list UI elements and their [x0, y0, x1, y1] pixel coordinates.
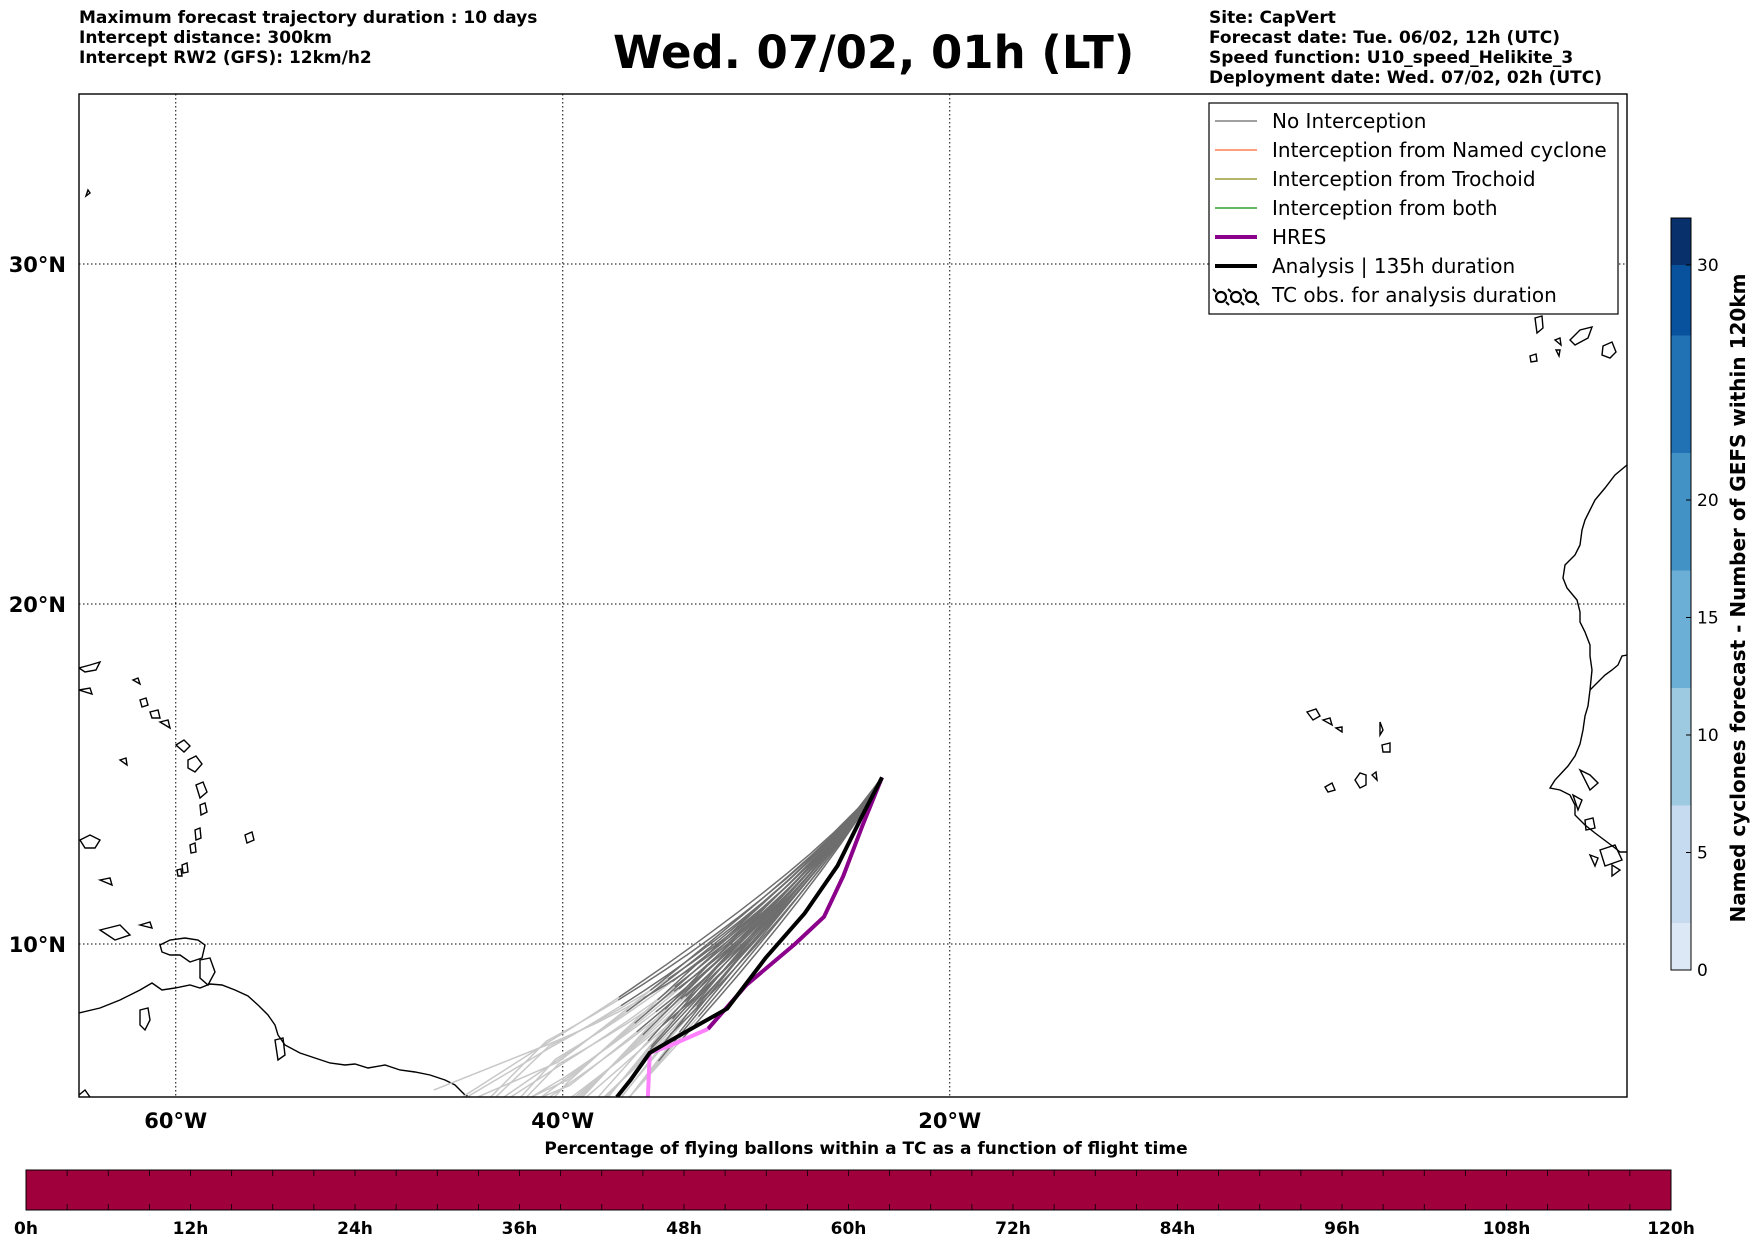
colorbar-tick-label: 10: [1697, 726, 1719, 746]
colorbar-frame: [1670, 217, 1692, 971]
lat-tick-label: 20°N: [9, 593, 66, 617]
colorbar: 0 5 10 15 20 30: [1670, 217, 1719, 981]
legend-item-label: Analysis | 135h duration: [1272, 254, 1515, 278]
analysis-line: [615, 776, 884, 1097]
lon-tick-label: 20°W: [918, 1109, 981, 1133]
coastline-canary-islands: [1534, 315, 1544, 335]
trajectory-tail: [569, 1024, 664, 1097]
coastline-south-america: [79, 982, 471, 1097]
trajectory-line: [625, 776, 883, 1013]
header-right-line-1: Site: CapVert: [1209, 8, 1336, 28]
header-right-line-4: Deployment date: Wed. 07/02, 02h (UTC): [1209, 68, 1603, 88]
colorbar-band: [1671, 570, 1691, 688]
coastline-trinidad: [159, 937, 206, 963]
trajectory-tail: [494, 978, 669, 1097]
colorbar-tick-label: 5: [1697, 844, 1708, 864]
colorbar-band: [1671, 453, 1691, 571]
trajectory-tail: [525, 990, 675, 1097]
legend-item-label: No Interception: [1272, 109, 1426, 133]
bottom-tick-label: 96h: [1324, 1219, 1360, 1239]
trajectory-line: [617, 776, 883, 1001]
colorbar-band: [1671, 218, 1691, 265]
trajectory-tail: [433, 997, 644, 1091]
legend-box: [1208, 102, 1619, 315]
header-right-line-3: Speed function: U10_speed_Helikite_3: [1209, 48, 1574, 68]
trajectory-tail: [489, 999, 619, 1097]
bottom-tick-label: 60h: [831, 1219, 867, 1239]
trajectories-late: [433, 978, 700, 1097]
colorbar-band: [1671, 335, 1691, 453]
coastline-lesser-antilles: [174, 739, 191, 753]
bottom-tick-label: 108h: [1483, 1219, 1531, 1239]
trajectory-line: [662, 777, 883, 1026]
bottom-tick-label: 0h: [14, 1219, 38, 1239]
colorbar-tick-label: 20: [1697, 491, 1719, 511]
trajectory-tail: [620, 1006, 698, 1097]
trajectory-tail: [519, 980, 673, 1097]
bottom-tick-label: 36h: [502, 1219, 538, 1239]
header-left-line-3: Intercept RW2 (GFS): 12km/h2: [79, 48, 372, 68]
header-left-line-1: Maximum forecast trajectory duration : 1…: [79, 8, 538, 28]
coastline-cape-verde: [1305, 708, 1321, 721]
bottom-tick-label: 72h: [995, 1219, 1031, 1239]
colorbar-band: [1671, 923, 1691, 970]
colorbar-tick-label: 0: [1697, 961, 1708, 981]
map-frame: [78, 93, 1628, 1098]
trajectory-line: [676, 777, 883, 1045]
bottom-tick-label: 24h: [337, 1219, 373, 1239]
header-left-line-2: Intercept distance: 300km: [79, 28, 332, 48]
coastlines: [79, 188, 1627, 1097]
header-right-line-2: Forecast date: Tue. 06/02, 12h (UTC): [1209, 28, 1560, 48]
bottom-tick-label: 120h: [1647, 1219, 1695, 1239]
trajectory-tail: [628, 1031, 680, 1097]
legend-item-label: Interception from both: [1272, 196, 1498, 220]
trajectory-line: [655, 776, 883, 1013]
lat-tick-label: 30°N: [9, 253, 66, 277]
legend-item-label: TC obs. for analysis duration: [1271, 283, 1557, 307]
colorbar-band: [1671, 688, 1691, 806]
colorbar-band: [1671, 265, 1691, 336]
trajectory-tail: [628, 1043, 679, 1097]
trajectories-no-interception: [617, 776, 883, 1062]
coastline-west-africa: [1548, 464, 1627, 853]
legend-item-label: HRES: [1272, 225, 1326, 249]
lon-tick-label: 40°W: [531, 1109, 594, 1133]
legend-item-label: Interception from Named cyclone: [1272, 138, 1607, 162]
bottom-tick-label: 12h: [173, 1219, 209, 1239]
colorbar-tick-label: 15: [1697, 609, 1719, 629]
trajectories-main: [615, 776, 884, 1097]
bottom-tick-label: 48h: [666, 1219, 702, 1239]
legend-item-label: Interception from Trochoid: [1272, 167, 1536, 191]
colorbar-band: [1671, 805, 1691, 923]
trajectory-tail: [509, 985, 676, 1097]
bottom-bar-ticks: 0h 12h 24h 36h 48h 60h 72h 84h 96h 108h 120h: [14, 1170, 1695, 1239]
tc-symbol-icon: [1212, 288, 1260, 306]
lon-tick-label: 60°W: [144, 1109, 207, 1133]
lat-tick-label: 10°N: [9, 933, 66, 957]
axis-tick-labels: 60°W 40°W 20°W 30°N 20°N 10°N: [9, 253, 982, 1133]
colorbar-title: Named cyclones forecast - Number of GEFS…: [1726, 274, 1750, 923]
bottom-tick-label: 84h: [1160, 1219, 1196, 1239]
trajectory-line: [647, 776, 883, 1042]
graticule: [79, 94, 1627, 1097]
trajectory-line: [618, 776, 883, 998]
trajectory-line: [669, 777, 883, 1036]
trajectory-line: [696, 777, 883, 1008]
legend: No Interception Interception from Named c…: [1208, 102, 1619, 315]
trajectory-tail: [597, 1040, 649, 1097]
trajectory-tail: [529, 1011, 657, 1097]
page-title: Wed. 07/02, 01h (LT): [613, 26, 1135, 79]
bottom-bar-title: Percentage of flying ballons within a TC…: [544, 1139, 1187, 1159]
colorbar-tick-label: 30: [1697, 256, 1719, 276]
